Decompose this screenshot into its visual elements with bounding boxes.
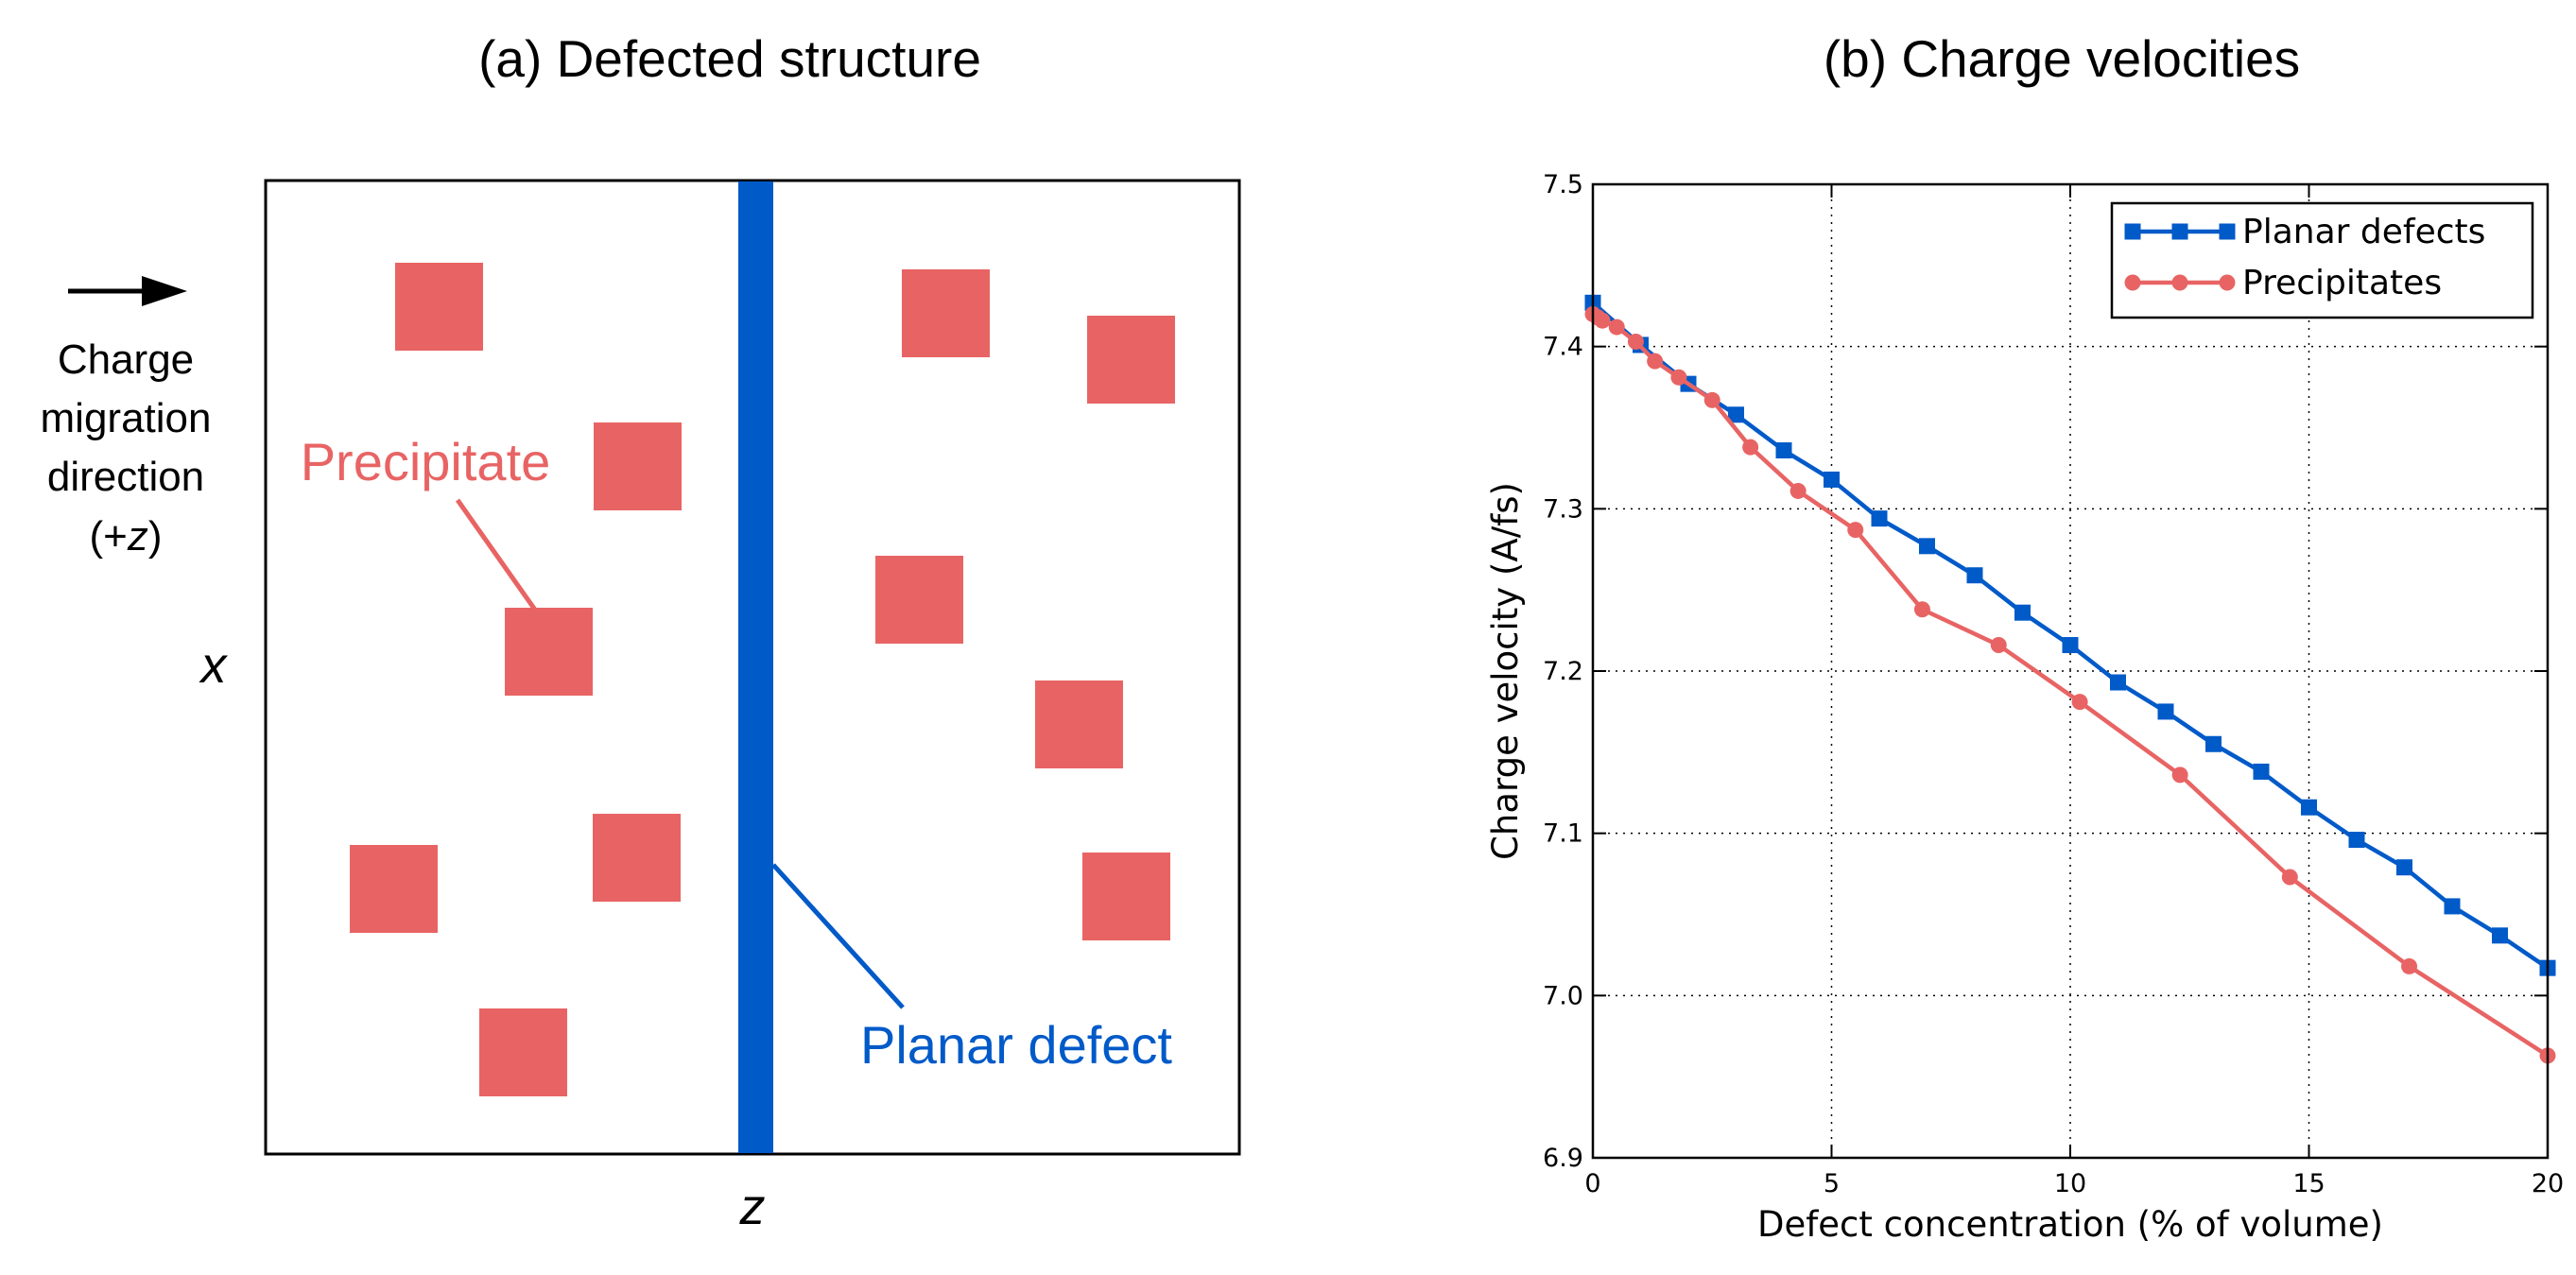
legend-label: Planar defects <box>2242 213 2485 251</box>
data-point-square <box>2062 637 2079 654</box>
precipitates <box>350 263 1175 1096</box>
arrow-label-axis: (+z) <box>89 513 162 560</box>
data-point-circle <box>2071 694 2088 711</box>
precipitate-square <box>505 608 593 696</box>
data-point-circle <box>1594 312 1611 329</box>
planar-defect-callout-line <box>771 863 905 1009</box>
data-point-circle <box>1647 353 1664 370</box>
data-point-circle <box>2401 957 2418 974</box>
chart-title: (b) Charge velocities <box>1824 29 2300 88</box>
precipitate-label: Precipitate <box>301 432 551 491</box>
data-point-circle <box>1990 637 2007 654</box>
data-point-square <box>1966 567 1983 584</box>
data-point-square <box>1775 442 1792 459</box>
data-point-square <box>2444 898 2461 915</box>
precipitate-square <box>902 269 990 357</box>
x-tick-label: 20 <box>2532 1169 2564 1198</box>
x-tick-label: 15 <box>2292 1169 2325 1198</box>
arrow-label-z: z <box>127 513 148 560</box>
panel-b: (b) Charge velocities 0 5 10 15 20 6.9 7.0 7.1 7… <box>1485 29 2564 1245</box>
data-point-square <box>2157 703 2174 720</box>
series-precipitates <box>1584 305 2556 1064</box>
x-axis-label: x <box>199 637 229 694</box>
z-axis-label: z <box>739 1179 766 1235</box>
y-tick-label: 7.3 <box>1543 494 1583 524</box>
series-planar-defects <box>1584 294 2556 976</box>
y-tick-label: 7.2 <box>1543 657 1583 686</box>
data-point-circle <box>1608 319 1625 336</box>
data-point-circle <box>2171 767 2188 784</box>
precipitate-square <box>395 263 483 351</box>
y-tick-label: 7.5 <box>1543 170 1583 199</box>
arrow-label-line-2: migration <box>41 395 212 441</box>
data-point-square <box>1871 510 1888 527</box>
legend-marker-square <box>2124 223 2141 240</box>
legend-marker-square <box>2219 223 2236 240</box>
precipitate-square <box>593 814 681 902</box>
data-point-circle <box>1742 439 1759 456</box>
arrow-label-line-1: Charge <box>58 336 194 383</box>
x-tick-label: 5 <box>1824 1169 1840 1198</box>
precipitate-square <box>1082 853 1170 940</box>
data-point-square <box>2110 674 2126 691</box>
y-axis-title: Charge velocity (A/fs) <box>1485 482 1526 860</box>
x-tick-label: 0 <box>1584 1169 1600 1198</box>
data-point-square <box>2492 927 2508 944</box>
legend-marker-circle <box>2219 274 2236 291</box>
data-point-square <box>1728 406 1744 423</box>
data-point-square <box>2301 799 2317 816</box>
panel-a: (a) Defected structure Charge migration … <box>41 29 1241 1235</box>
data-point-circle <box>1670 369 1687 386</box>
precipitate-square <box>594 422 682 510</box>
data-point-square <box>2014 604 2031 621</box>
x-axis-title: Defect concentration (% of volume) <box>1757 1204 2383 1245</box>
precipitate-square <box>350 845 438 933</box>
precipitate-square <box>479 1008 567 1096</box>
data-point-square <box>2253 763 2270 780</box>
panel-a-title: (a) Defected structure <box>478 29 981 88</box>
precipitate-square <box>875 556 963 644</box>
data-point-square <box>1919 538 1935 555</box>
chart-ticks: 0 5 10 15 20 6.9 7.0 7.1 7.2 7.3 7.4 7.5 <box>1543 170 2564 1198</box>
legend-label: Precipitates <box>2242 264 2442 302</box>
legend: Planar defects Precipitates <box>2110 201 2534 319</box>
charge-direction-arrow-icon <box>68 276 187 306</box>
precipitate-square <box>1087 316 1175 404</box>
precipitate-callout-line <box>455 498 540 614</box>
data-point-square <box>2205 735 2222 752</box>
y-tick-label: 7.0 <box>1543 981 1583 1010</box>
plot-frame <box>1591 182 2550 1160</box>
data-point-circle <box>1627 334 1644 351</box>
data-point-circle <box>2281 869 2298 886</box>
data-point-circle <box>1703 391 1720 408</box>
arrow-label-close: ) <box>148 513 163 560</box>
precipitate-square <box>1035 681 1123 768</box>
y-tick-label: 6.9 <box>1543 1144 1583 1173</box>
legend-marker-circle <box>2124 274 2141 291</box>
planar-defect-band <box>738 181 773 1153</box>
data-point-circle <box>1789 482 1807 499</box>
x-tick-label: 10 <box>2054 1169 2086 1198</box>
data-point-square <box>1824 471 1840 488</box>
legend-marker-circle <box>2171 274 2188 291</box>
chart-grid <box>1593 184 2548 1158</box>
arrow-label-line-3: direction <box>47 454 204 500</box>
y-tick-label: 7.1 <box>1543 819 1583 849</box>
chart-series <box>1584 294 2556 1064</box>
data-point-circle <box>1847 522 1864 539</box>
legend-marker-square <box>2171 223 2188 240</box>
y-tick-label: 7.4 <box>1543 333 1583 362</box>
data-point-circle <box>1913 601 1930 618</box>
data-point-square <box>2396 859 2412 876</box>
planar-defect-label: Planar defect <box>860 1015 1172 1075</box>
legend-box <box>2110 201 2534 319</box>
arrow-label-open: (+ <box>89 513 127 560</box>
data-point-square <box>2348 832 2365 849</box>
